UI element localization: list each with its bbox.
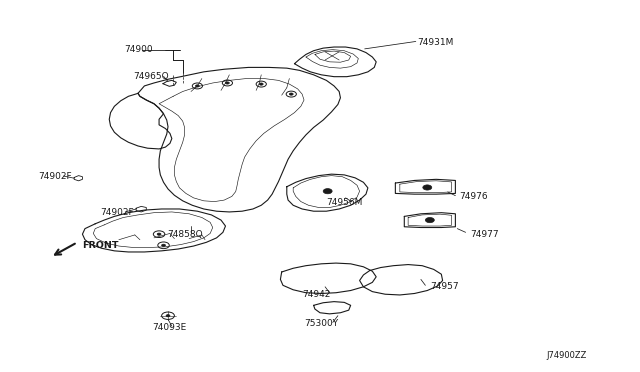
Circle shape: [289, 93, 293, 95]
Circle shape: [423, 185, 432, 190]
Text: 74858Q: 74858Q: [167, 230, 202, 239]
Circle shape: [259, 83, 263, 85]
Circle shape: [162, 244, 166, 246]
Text: 74931M: 74931M: [417, 38, 454, 47]
Text: 75300Y: 75300Y: [305, 320, 339, 328]
Circle shape: [157, 233, 161, 235]
Text: 74977: 74977: [470, 230, 499, 239]
Text: 74976: 74976: [460, 192, 488, 201]
Text: 74956M: 74956M: [326, 198, 363, 207]
Circle shape: [166, 315, 170, 317]
Circle shape: [323, 189, 332, 194]
Text: 74902F: 74902F: [38, 172, 71, 181]
Circle shape: [195, 85, 199, 87]
Text: 74902F: 74902F: [100, 208, 134, 217]
Circle shape: [225, 82, 229, 84]
Text: 74093E: 74093E: [153, 323, 187, 332]
Text: 74942: 74942: [302, 290, 330, 299]
Circle shape: [426, 218, 435, 223]
Text: J74900ZZ: J74900ZZ: [547, 351, 587, 360]
Text: FRONT: FRONT: [83, 241, 119, 250]
Text: 74965Q: 74965Q: [134, 72, 169, 81]
Text: 74900: 74900: [124, 45, 152, 54]
Text: 74957: 74957: [430, 282, 458, 291]
